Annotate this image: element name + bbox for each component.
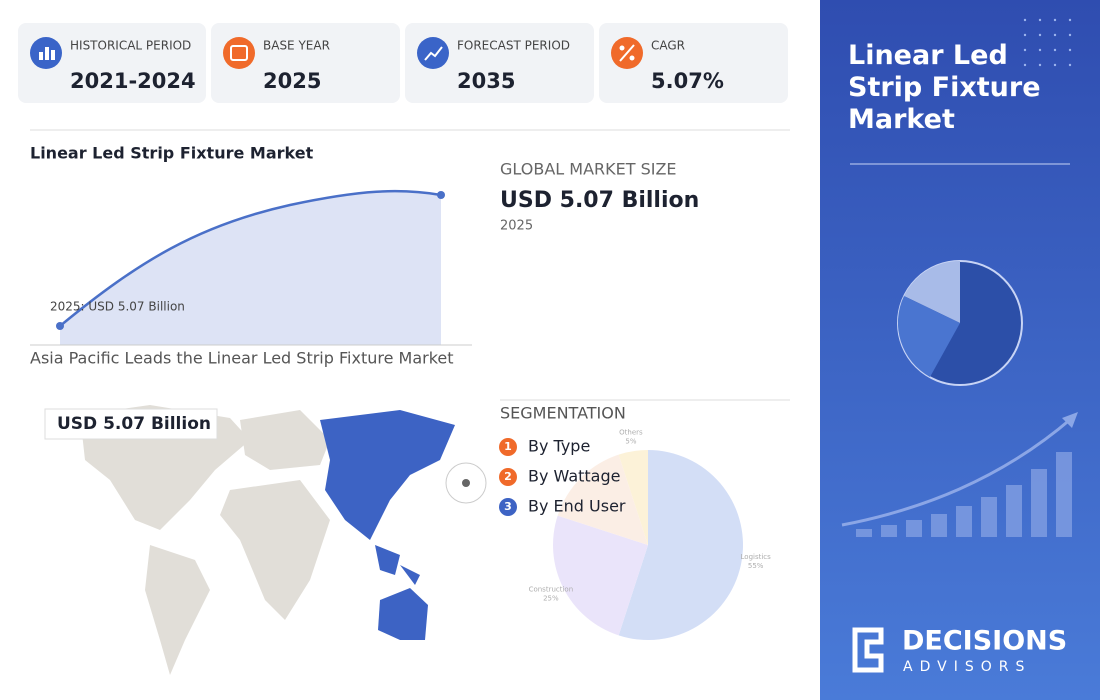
item-label: By Type xyxy=(528,437,590,456)
logo: DECISIONS ADVISORS xyxy=(852,626,1067,675)
map-label: USD 5.07 Billion xyxy=(57,414,211,434)
panel-bars xyxy=(856,452,1072,537)
pie-label: Logistics xyxy=(741,553,772,561)
panel-title-box: Linear Led Strip Fixture Market xyxy=(848,40,1041,135)
panel-pie xyxy=(897,260,1023,386)
map-asia xyxy=(320,410,455,540)
map-australia xyxy=(378,588,428,640)
stat-label: HISTORICAL PERIOD xyxy=(70,39,191,53)
market-size-year: 2025 xyxy=(500,219,533,234)
dot-grid xyxy=(1023,18,1072,67)
trend-annotation: 2025: USD 5.07 Billion xyxy=(50,300,185,314)
map-islands xyxy=(375,545,420,585)
market-size-value: USD 5.07 Billion xyxy=(500,188,699,213)
zoom-dot xyxy=(462,479,470,487)
stat-label: BASE YEAR xyxy=(263,39,330,53)
panel-arrow xyxy=(841,416,1073,527)
logo-mark xyxy=(852,627,884,673)
pie-slice xyxy=(557,454,648,545)
panel-title: Linear Led Strip Fixture Market xyxy=(848,40,1041,135)
trend-line xyxy=(59,189,442,327)
stat-value: 2025 xyxy=(263,69,321,93)
item-number: 1 xyxy=(504,440,512,453)
trend-point xyxy=(56,322,64,330)
item-number: 2 xyxy=(504,470,512,483)
map-africa xyxy=(220,480,330,620)
pie-label: Others xyxy=(619,428,643,436)
pie-value-label: 55% xyxy=(748,562,764,570)
segment-list: 1 2 3 By Type By Wattage By End User xyxy=(499,437,626,516)
world-map xyxy=(80,405,455,675)
trend-area xyxy=(60,191,441,345)
pie-value-label: 25% xyxy=(543,594,559,602)
panel-arrowhead xyxy=(1062,412,1078,428)
pie-label: Construction xyxy=(529,585,574,593)
pie-slice xyxy=(618,450,648,545)
stat-label: FORECAST PERIOD xyxy=(457,39,570,53)
icon xyxy=(223,37,255,69)
trend-title: Linear Led Strip Fixture Market xyxy=(30,144,314,163)
stat-card xyxy=(405,23,594,103)
pie-value-label: 5% xyxy=(625,437,636,445)
icon xyxy=(417,37,449,69)
item-label: By End User xyxy=(528,497,626,516)
stat-card xyxy=(18,23,206,103)
stat-card xyxy=(211,23,400,103)
map-south-america xyxy=(145,545,210,675)
item-number: 3 xyxy=(504,500,512,513)
brand-name: DECISIONS xyxy=(902,626,1067,657)
map-label-box xyxy=(44,408,218,440)
item-badge xyxy=(499,468,517,486)
item-badge xyxy=(499,498,517,516)
stat-value: 2021-2024 xyxy=(70,69,196,93)
pie-slice xyxy=(618,450,744,640)
brand-tagline: ADVISORS xyxy=(903,659,1031,675)
icon-glyphs xyxy=(39,44,635,62)
map-europe xyxy=(240,410,330,470)
stat-card xyxy=(599,23,788,103)
trend-point xyxy=(437,191,445,199)
stat-label: CAGR xyxy=(651,39,685,53)
pie-slice xyxy=(553,515,648,636)
stat-cards: HISTORICAL PERIOD BASE YEAR FORECAST PER… xyxy=(18,23,788,103)
stat-value: 2035 xyxy=(457,69,515,93)
segmentation-heading: SEGMENTATION xyxy=(500,404,626,423)
item-badge xyxy=(499,438,517,456)
item-label: By Wattage xyxy=(528,467,620,486)
region-heading: Asia Pacific Leads the Linear Led Strip … xyxy=(30,349,454,368)
market-size-heading: GLOBAL MARKET SIZE xyxy=(500,160,677,179)
stat-value: 5.07% xyxy=(651,69,724,93)
